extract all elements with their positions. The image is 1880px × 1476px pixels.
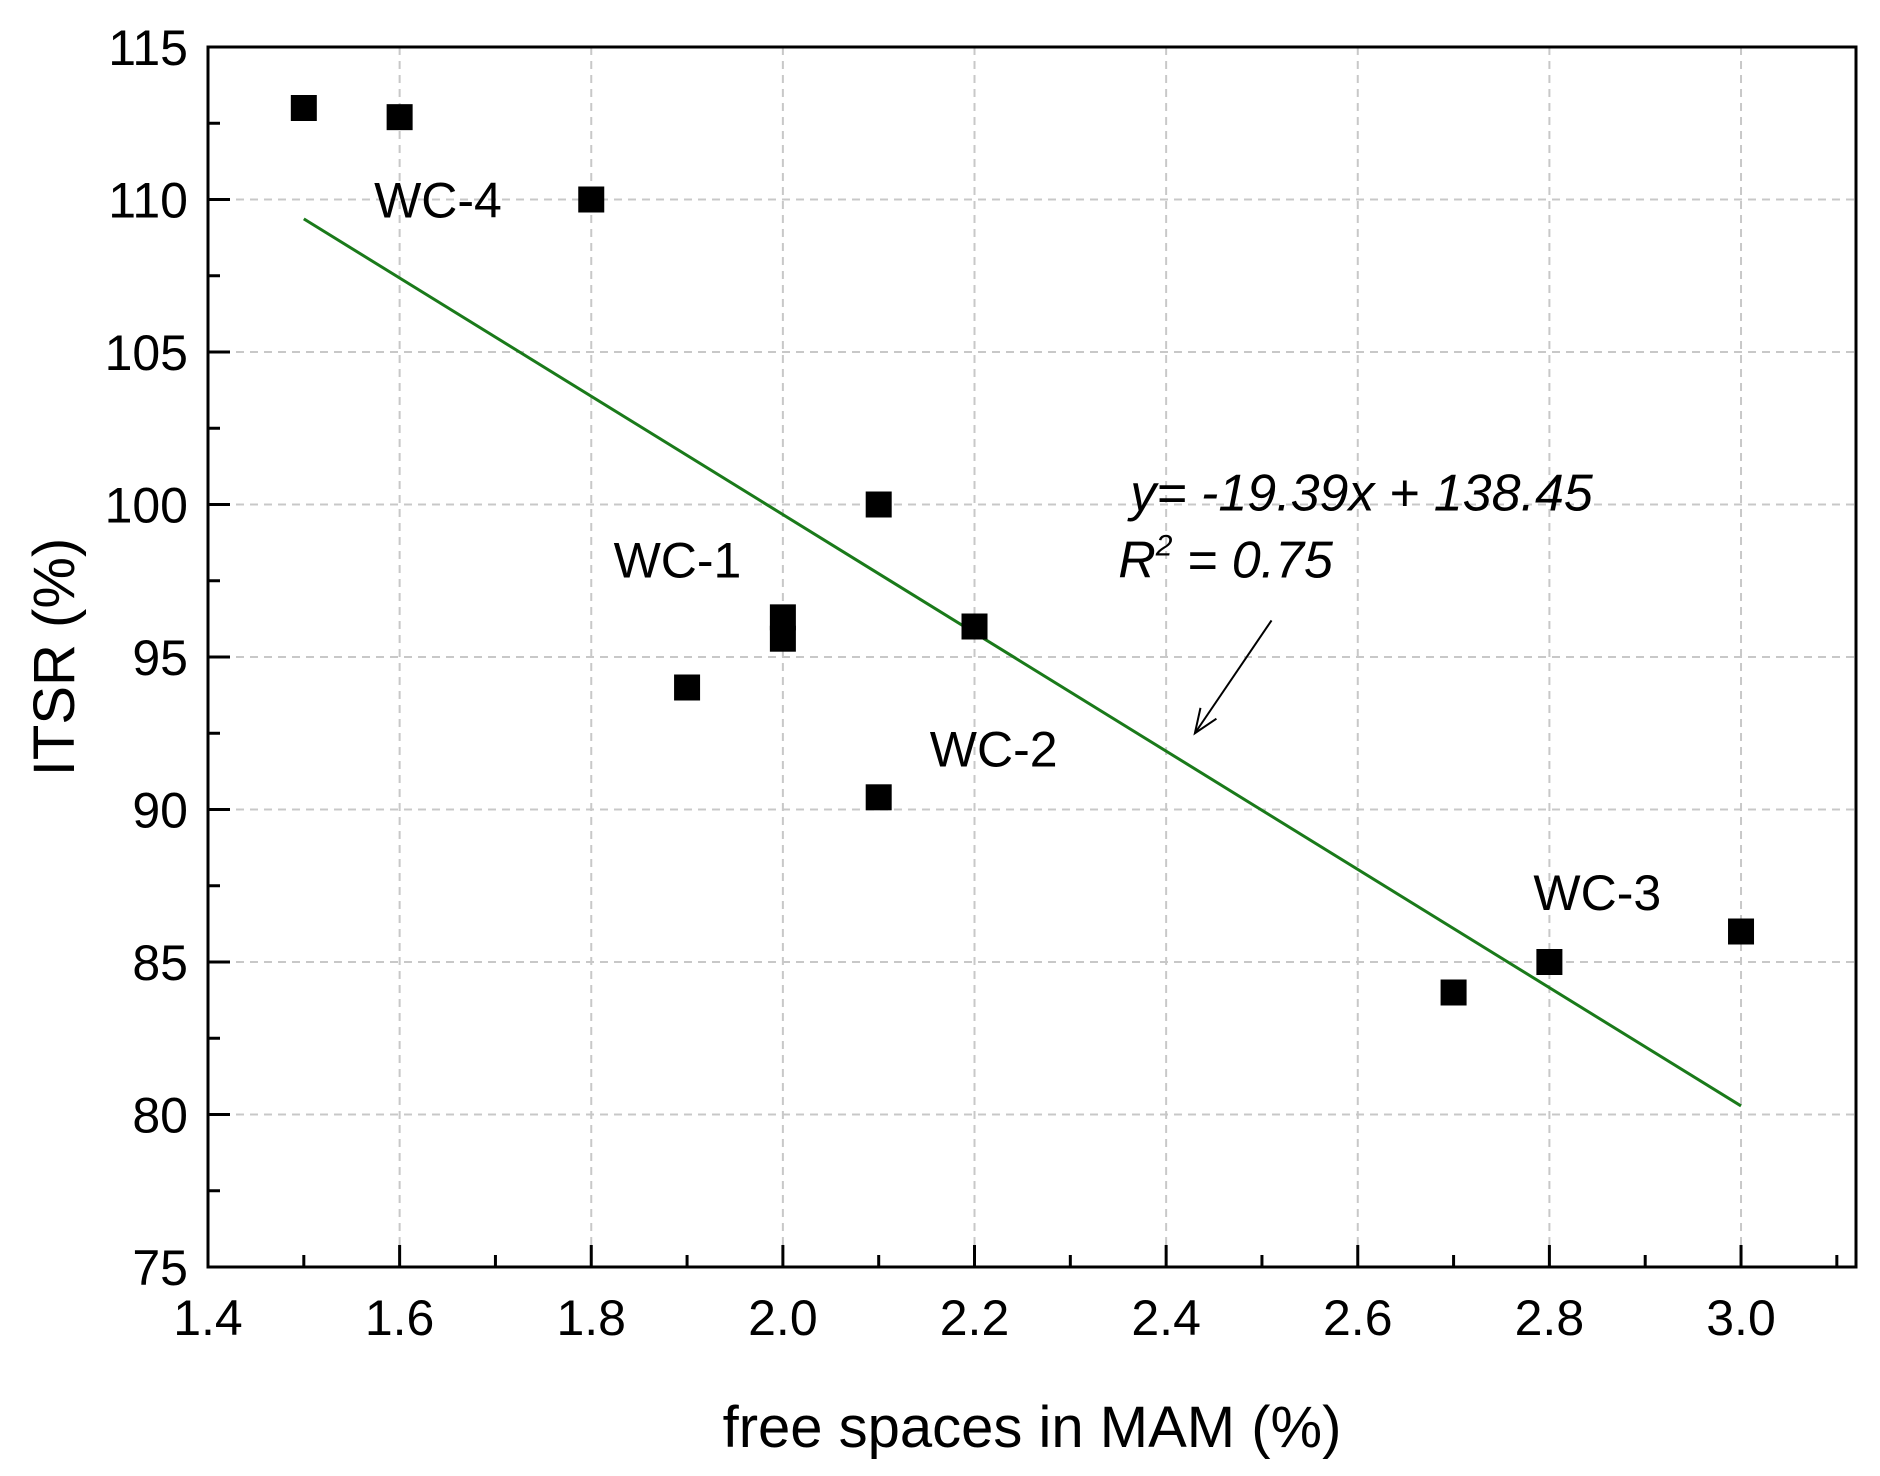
arrow-shaft	[1194, 619, 1273, 734]
axis-ticks	[206, 45, 1839, 1269]
x-tick-label: 1.4	[173, 1290, 243, 1346]
x-tick-label: 3.0	[1706, 1290, 1776, 1346]
data-point	[865, 784, 892, 811]
r-symbol: R	[1118, 531, 1156, 589]
r-value: = 0.75	[1172, 531, 1334, 589]
data-point	[865, 491, 892, 518]
data-point	[578, 186, 605, 213]
data-point	[290, 95, 317, 121]
data-point	[1440, 979, 1467, 1006]
y-tick-label: 115	[108, 20, 188, 76]
trend-line	[303, 217, 1742, 1108]
data-points	[290, 95, 1755, 1006]
equation-label: y= -19.39x + 138.45	[1127, 464, 1594, 522]
equation-arrow	[1193, 619, 1273, 736]
data-point	[674, 674, 701, 701]
x-tick-label: 2.8	[1515, 1290, 1585, 1346]
data-point	[1728, 918, 1755, 945]
group-label: WC-1	[614, 532, 742, 588]
group-label: WC-2	[930, 722, 1058, 778]
data-point	[961, 613, 988, 640]
r-squared-label: R2 = 0.75	[1118, 529, 1334, 589]
y-tick-label: 100	[105, 478, 188, 534]
x-tick-label: 2.6	[1323, 1290, 1393, 1346]
data-point	[1536, 949, 1563, 975]
grid-lines	[208, 47, 1856, 1267]
x-tick-label: 2.4	[1131, 1290, 1201, 1346]
y-tick-label: 105	[105, 325, 188, 381]
x-tick-label: 2.2	[940, 1290, 1010, 1346]
data-point	[386, 104, 413, 131]
y-tick-label: 110	[108, 173, 188, 229]
tick-labels: 1.4 1.6 1.8 2.0 2.2 2.4 2.6 2.8 3.0 75 80 85 90 95 100…	[105, 20, 1776, 1346]
y-tick-label: 90	[132, 783, 188, 839]
y-tick-label: 80	[132, 1088, 188, 1144]
x-tick-label: 2.0	[748, 1290, 818, 1346]
y-tick-label: 75	[132, 1240, 188, 1296]
x-tick-label: 1.8	[556, 1290, 626, 1346]
group-labels: WC-4 WC-1 WC-2 WC-3	[374, 173, 1661, 921]
data-point	[769, 625, 796, 652]
y-axis-title: ITSR (%)	[22, 538, 87, 776]
group-label: WC-4	[374, 173, 502, 229]
y-tick-label: 95	[132, 630, 188, 686]
arrow-head	[1193, 707, 1217, 736]
y-tick-label: 85	[132, 935, 188, 991]
x-axis-title: free spaces in MAM (%)	[723, 1395, 1342, 1460]
r-superscript: 2	[1155, 529, 1173, 562]
group-label: WC-3	[1533, 865, 1661, 921]
x-tick-label: 1.6	[365, 1290, 435, 1346]
